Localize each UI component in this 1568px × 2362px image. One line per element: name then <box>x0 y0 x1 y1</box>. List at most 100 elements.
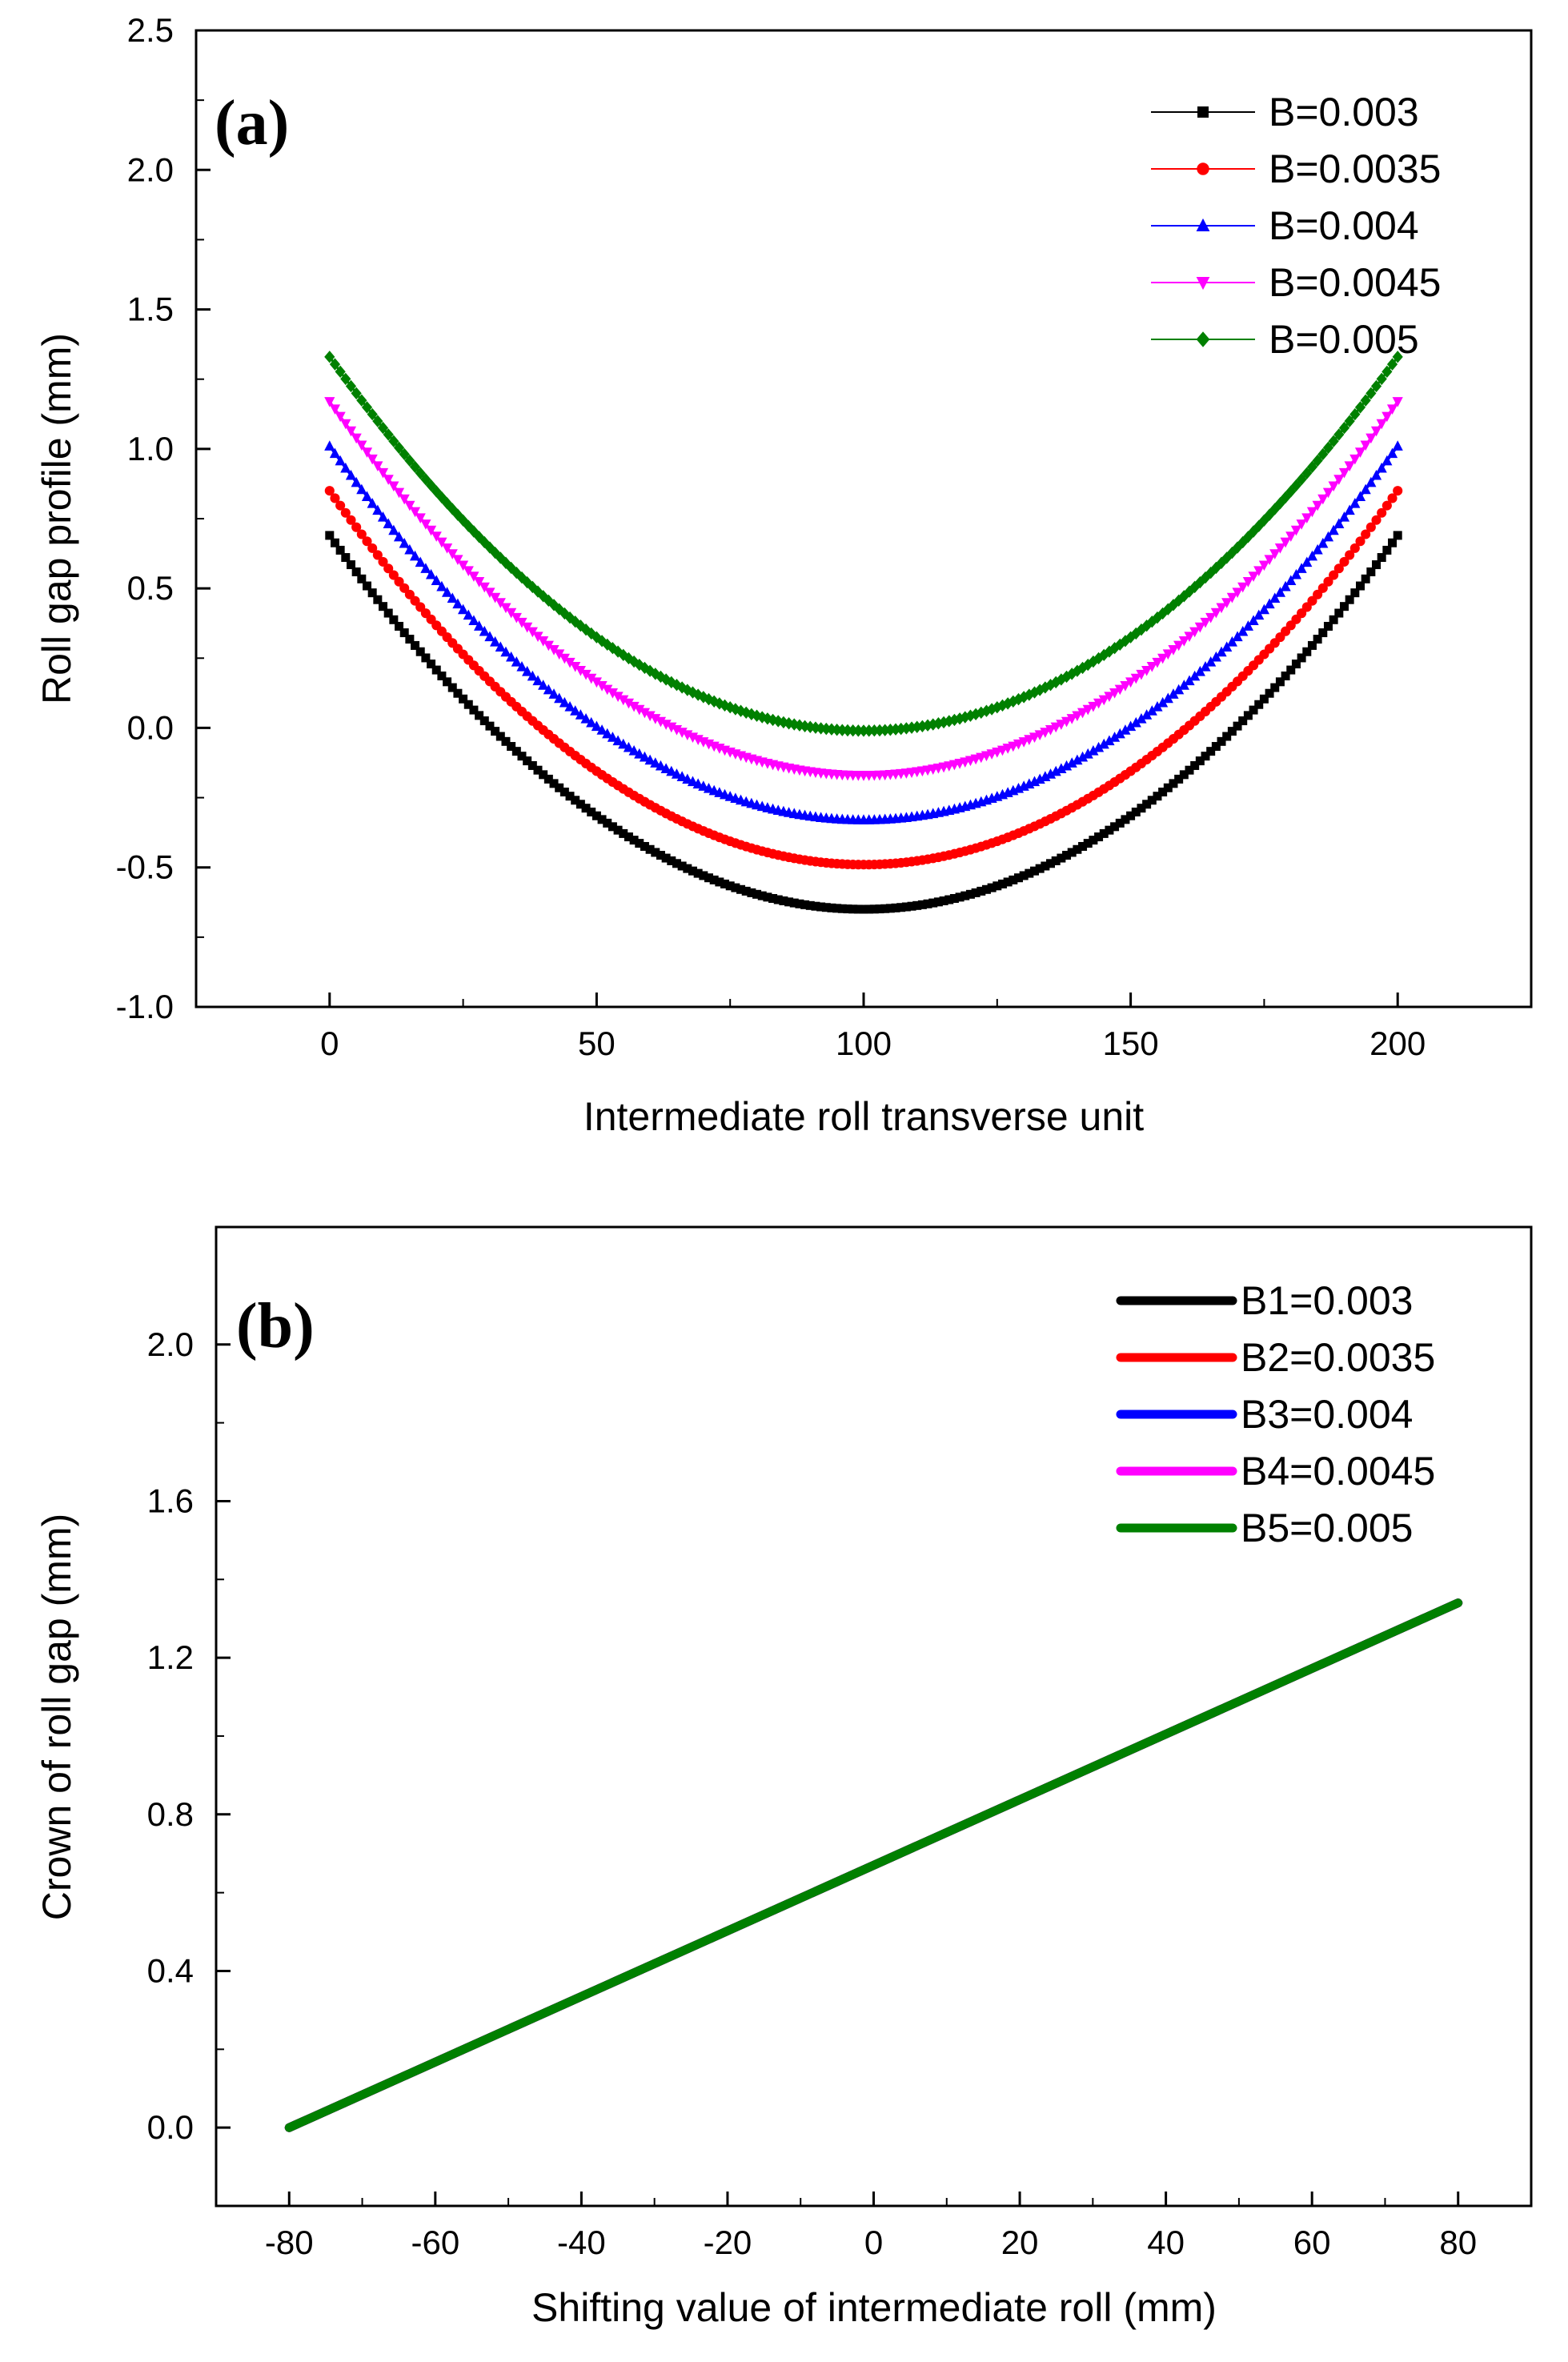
data-point <box>1056 673 1067 686</box>
data-point <box>1248 571 1259 582</box>
data-point <box>532 675 543 686</box>
data-point <box>1317 447 1329 461</box>
data-point <box>1286 665 1296 675</box>
data-point <box>495 641 506 652</box>
data-point <box>1109 732 1121 742</box>
data-point <box>783 717 795 730</box>
data-point <box>1274 543 1286 554</box>
data-point <box>324 351 335 363</box>
data-point <box>1066 714 1077 724</box>
data-point <box>485 721 495 731</box>
data-point <box>383 608 393 618</box>
data-point <box>603 818 612 828</box>
data-point <box>651 848 660 857</box>
data-point <box>1062 851 1072 860</box>
data-point <box>1067 848 1077 857</box>
data-point <box>1333 428 1345 441</box>
data-point <box>682 773 693 784</box>
data-point <box>1222 732 1232 741</box>
data-point <box>1370 426 1382 437</box>
data-point <box>778 716 789 729</box>
data-point <box>393 487 405 499</box>
data-point <box>1194 622 1205 633</box>
data-point <box>1136 669 1147 680</box>
data-point <box>1098 738 1109 749</box>
data-point <box>1088 701 1099 712</box>
data-point <box>1345 550 1355 560</box>
x-tick-label: 40 <box>1147 2224 1185 2261</box>
legend-label: B1=0.003 <box>1241 1278 1413 1323</box>
data-point <box>1302 647 1312 656</box>
data-point <box>522 622 533 633</box>
data-point <box>1366 567 1376 576</box>
data-point <box>639 751 651 762</box>
data-point <box>671 768 683 779</box>
data-point <box>329 404 341 415</box>
data-point <box>1024 688 1035 701</box>
y-tick-label: 0.8 <box>147 1795 194 1833</box>
data-point <box>420 563 431 573</box>
data-point <box>1120 681 1131 692</box>
data-point <box>1077 708 1089 719</box>
legend-marker <box>1196 331 1210 347</box>
data-point <box>404 500 415 511</box>
data-point <box>1323 621 1333 631</box>
data-point <box>591 720 602 732</box>
data-point <box>500 646 511 657</box>
data-point <box>421 653 431 663</box>
data-point <box>324 397 335 407</box>
series-B=0.004 <box>324 440 1403 824</box>
data-point <box>859 904 868 914</box>
data-point <box>548 688 559 699</box>
data-point <box>1109 688 1121 699</box>
data-point <box>607 642 619 655</box>
data-point <box>383 563 394 574</box>
data-point <box>682 684 693 696</box>
data-point <box>1009 875 1018 884</box>
data-point <box>341 553 351 563</box>
data-point <box>619 828 628 838</box>
data-point <box>1120 635 1131 648</box>
data-point <box>912 720 923 733</box>
data-point <box>1312 500 1323 511</box>
data-point <box>944 895 954 904</box>
data-point <box>880 904 890 913</box>
data-point <box>447 592 458 604</box>
data-point <box>1046 859 1056 868</box>
data-point <box>1136 713 1147 724</box>
data-point <box>1291 660 1301 669</box>
data-point <box>772 715 784 728</box>
data-point <box>393 531 405 542</box>
data-point <box>548 645 559 656</box>
data-point <box>1104 735 1115 746</box>
data-point <box>1376 419 1387 430</box>
data-point <box>1178 636 1189 647</box>
data-point <box>351 433 362 444</box>
data-point <box>890 723 901 736</box>
data-point <box>1275 677 1285 687</box>
data-point <box>1237 582 1249 593</box>
data-point <box>1130 673 1141 684</box>
data-point <box>1077 661 1089 675</box>
data-point <box>1290 525 1302 536</box>
data-point <box>441 543 453 554</box>
data-point <box>1377 507 1387 518</box>
data-point <box>1226 636 1237 647</box>
data-point <box>409 507 421 518</box>
data-point <box>715 877 724 887</box>
data-point <box>1105 825 1114 835</box>
data-point <box>533 765 543 775</box>
data-point <box>1386 358 1398 371</box>
data-point <box>324 486 335 496</box>
data-point <box>613 825 623 835</box>
data-point <box>788 718 800 731</box>
data-point <box>1040 728 1051 738</box>
data-point <box>458 514 469 527</box>
data-point <box>655 716 667 728</box>
data-point <box>468 525 479 538</box>
data-point <box>586 673 597 684</box>
data-point <box>676 681 688 694</box>
panel-label-b: (b) <box>236 1291 315 1361</box>
data-point <box>1269 592 1281 604</box>
data-point <box>923 899 932 908</box>
